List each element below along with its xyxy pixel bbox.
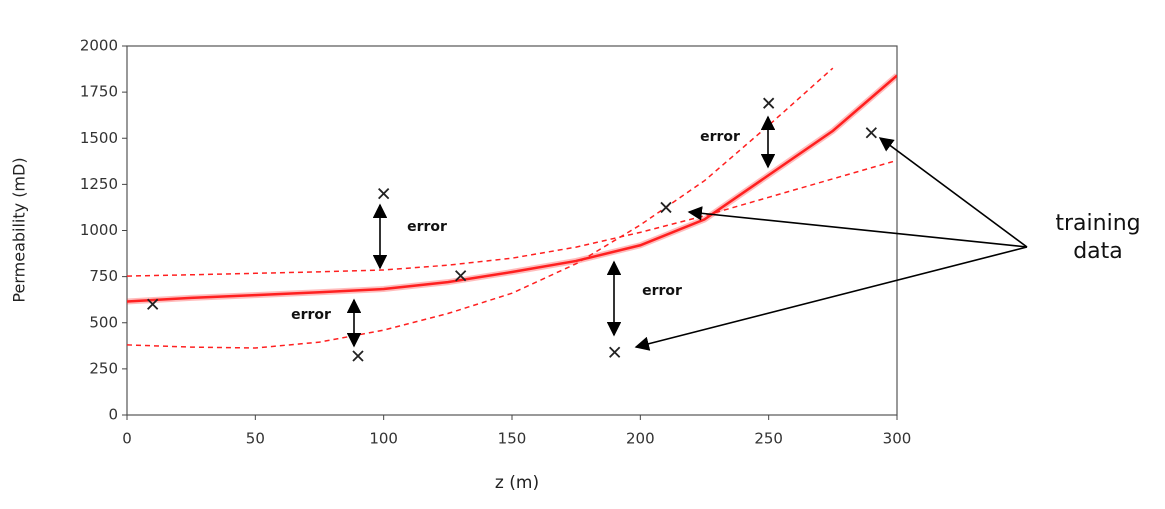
annotation-arrow (687, 206, 1028, 248)
x-tick-label: 250 (754, 430, 783, 448)
data-point (352, 350, 364, 362)
annotation-text: error (700, 129, 740, 145)
x-axis-label: z (m) (495, 473, 539, 493)
y-tick-label: 1000 (80, 221, 118, 239)
x-tick-label: 0 (122, 430, 132, 448)
x-tick-label: 300 (883, 430, 912, 448)
y-tick-label: 1750 (80, 83, 118, 101)
x-tick-label: 200 (626, 430, 655, 448)
data-point (609, 346, 621, 358)
curve (127, 67, 834, 349)
y-tick-label: 500 (89, 313, 118, 331)
x-tick-label: 50 (246, 430, 265, 448)
data-point (763, 97, 775, 109)
y-tick-label: 0 (108, 406, 118, 424)
data-point (147, 298, 159, 310)
data-point (378, 187, 390, 200)
annotation-arrow (634, 246, 1028, 351)
annotation-text: error (407, 219, 447, 235)
plot-frame (126, 45, 898, 416)
annotation-text: training data (1055, 211, 1141, 264)
y-axis-label: Permeability (mD) (10, 157, 29, 302)
annotation-text: error (642, 283, 682, 299)
data-point (455, 270, 467, 282)
y-tick-label: 2000 (80, 37, 118, 55)
curve-glow (127, 73, 897, 305)
y-tick-label: 250 (89, 359, 118, 377)
y-tick-label: 1500 (80, 129, 118, 147)
y-tick-label: 1250 (80, 175, 118, 193)
annotation-text: error (291, 307, 331, 323)
curves (127, 67, 897, 349)
curve (127, 74, 897, 303)
data-point (660, 201, 672, 214)
curve (127, 159, 897, 277)
annotation-arrow (878, 137, 1028, 248)
x-tick-label: 100 (369, 430, 398, 448)
x-tick-label: 150 (498, 430, 527, 448)
y-tick-label: 750 (89, 267, 118, 285)
data-point (865, 127, 877, 139)
